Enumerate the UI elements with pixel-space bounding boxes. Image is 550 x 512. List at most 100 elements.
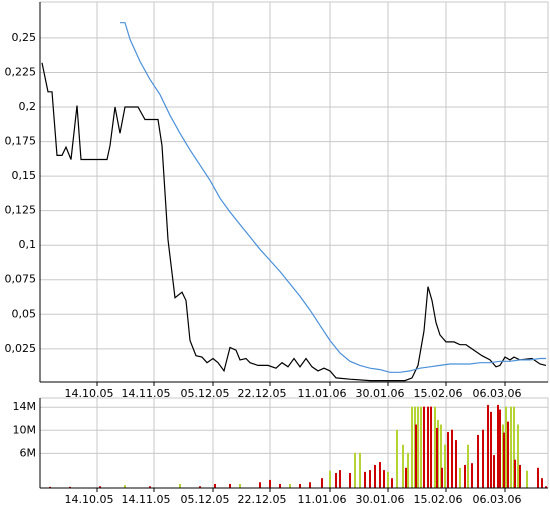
volume-bar (427, 406, 429, 488)
volume-bar (423, 406, 425, 488)
volume-bar (402, 444, 404, 488)
x-tick-label: 22.12.05 (238, 387, 287, 400)
x-tick-label: 22.12.05 (238, 493, 287, 506)
y-tick-label: 0,25 (12, 31, 37, 44)
volume-bar (354, 452, 356, 488)
volume-bar (339, 470, 341, 488)
volume-bar (447, 432, 449, 488)
volume-bar (519, 464, 521, 488)
x-tick-label: 15.02.06 (414, 387, 463, 400)
x-tick-label: 14.10.05 (65, 387, 114, 400)
x-tick-label: 06.03.06 (473, 387, 522, 400)
volume-bar (436, 428, 438, 488)
volume-bar (415, 424, 417, 488)
x-tick-label: 30.01.06 (356, 387, 405, 400)
x-tick-label: 14.11.05 (122, 387, 171, 400)
volume-bar (507, 421, 509, 488)
volume-bar (299, 483, 301, 488)
y-tick-label: 6M (20, 446, 37, 459)
volume-bar (459, 467, 461, 488)
volume-bar (440, 424, 442, 488)
volume-bar (417, 406, 419, 488)
volume-bar (364, 471, 366, 488)
y-tick-label: 0,05 (12, 307, 37, 320)
volume-bar (379, 462, 381, 488)
volume-bar (387, 471, 389, 488)
volume-bar (49, 486, 51, 488)
volume-bar (269, 479, 271, 488)
volume-bar (383, 470, 385, 488)
volume-bar (471, 463, 473, 488)
x-tick-label: 30.01.06 (356, 493, 405, 506)
volume-bar (405, 467, 407, 488)
y-tick-label: 0,025 (5, 342, 37, 355)
volume-bar (493, 455, 495, 488)
volume-bar (497, 404, 499, 488)
volume-bar (229, 483, 231, 488)
volume-bar (349, 473, 351, 488)
volume-bar (487, 404, 489, 488)
volume-bar (526, 470, 528, 488)
volume-bar (396, 429, 398, 488)
volume-bar (279, 483, 281, 488)
volume-bar (537, 467, 539, 488)
volume-bar (503, 432, 505, 488)
volume-bar (420, 406, 422, 488)
volume-bar (407, 452, 409, 488)
y-tick-label: 0,125 (5, 204, 37, 217)
volume-bar (374, 464, 376, 488)
volume-bar (124, 485, 126, 488)
volume-bar (69, 486, 71, 488)
price-line (41, 62, 547, 382)
x-tick-label: 11.01.06 (298, 493, 347, 506)
volume-bar (510, 406, 512, 488)
volume-bar (411, 406, 413, 488)
x-tick-label: 05.12.05 (181, 387, 230, 400)
volume-bar (505, 406, 507, 488)
x-tick-label: 15.02.06 (414, 493, 463, 506)
y-tick-label: 14M (13, 400, 37, 413)
plot-area (39, 397, 549, 489)
y-tick-label: 10M (13, 423, 37, 436)
volume-bar (513, 406, 515, 488)
y-tick-label: 0,2 (19, 100, 37, 113)
volume-bar (545, 486, 547, 488)
y-tick-label: 0,1 (19, 238, 37, 251)
volume-bar (514, 459, 516, 488)
volume-bar (444, 444, 446, 488)
y-tick-label: 0,225 (5, 65, 37, 78)
volume-bar (329, 470, 331, 488)
volume-bar (467, 444, 469, 488)
x-tick-label: 14.10.05 (65, 493, 114, 506)
x-tick-label: 14.11.05 (122, 493, 171, 506)
volume-bar (391, 478, 393, 488)
volume-bar (239, 483, 241, 488)
x-tick-label: 05.12.05 (181, 493, 230, 506)
volume-bar (499, 409, 501, 488)
volume-bar (430, 406, 432, 488)
price-line (120, 22, 546, 373)
volume-bar (259, 482, 261, 488)
volume-bar (369, 470, 371, 488)
x-tick-label: 11.01.06 (298, 387, 347, 400)
volume-bar (541, 478, 543, 488)
volume-bar (434, 406, 436, 488)
volume-bar (179, 483, 181, 488)
volume-bar (482, 429, 484, 488)
volume-bar (477, 434, 479, 488)
volume-bar (464, 464, 466, 488)
volume-bar (359, 452, 361, 488)
x-tick-label: 06.03.06 (473, 493, 522, 506)
volume-bar (309, 482, 311, 488)
y-tick-label: 0,175 (5, 135, 37, 148)
volume-bar (99, 486, 101, 488)
volume-bar (199, 486, 201, 488)
volume-bar (455, 440, 457, 488)
volume-bar (149, 486, 151, 488)
volume-bar (517, 424, 519, 488)
plot-area (39, 1, 549, 383)
volume-bar (441, 467, 443, 488)
volume-bar (451, 429, 453, 488)
volume-bar (289, 483, 291, 488)
